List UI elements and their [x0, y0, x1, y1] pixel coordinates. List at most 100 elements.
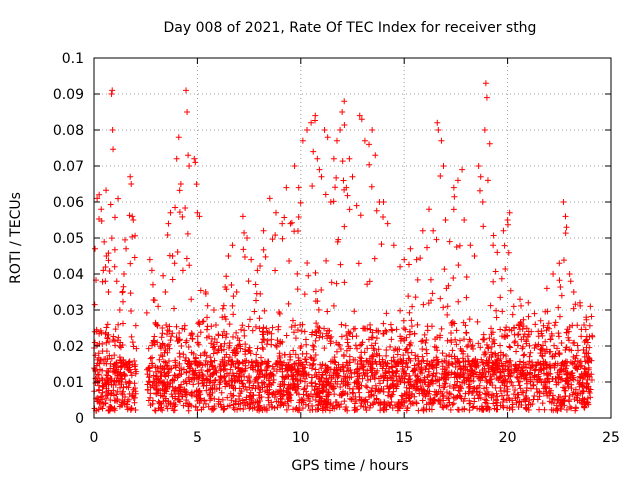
data-point: [584, 399, 591, 406]
data-point: [226, 402, 233, 409]
data-point: [103, 348, 110, 355]
data-point: [573, 352, 580, 359]
data-point: [95, 371, 102, 378]
data-point: [229, 242, 236, 249]
data-point: [299, 363, 306, 370]
data-point: [511, 331, 518, 338]
data-point: [532, 341, 539, 348]
data-point: [578, 333, 585, 340]
data-point: [334, 380, 341, 387]
data-point: [314, 155, 321, 162]
data-point: [433, 369, 440, 376]
data-point: [499, 398, 506, 405]
data-point: [297, 377, 304, 384]
data-point: [241, 253, 248, 260]
data-point: [518, 336, 525, 343]
data-point: [111, 246, 118, 253]
data-point: [436, 376, 443, 383]
data-point: [305, 371, 312, 378]
data-point: [98, 393, 105, 400]
data-point: [154, 339, 161, 346]
data-point: [167, 337, 174, 344]
data-point: [340, 368, 347, 375]
data-point: [190, 350, 197, 357]
data-point: [109, 87, 116, 94]
data-point: [484, 177, 491, 184]
data-point: [489, 366, 496, 373]
data-point: [453, 359, 460, 366]
data-point: [488, 343, 495, 350]
data-point: [555, 330, 562, 337]
data-point: [184, 109, 191, 115]
data-point: [520, 389, 527, 396]
data-point: [572, 386, 579, 393]
data-point: [168, 333, 175, 340]
data-point: [104, 392, 111, 399]
data-point: [168, 391, 175, 398]
data-point: [411, 330, 418, 337]
data-point: [190, 381, 197, 388]
data-point: [574, 342, 581, 349]
data-point: [446, 352, 453, 359]
data-point: [579, 387, 586, 394]
data-point: [497, 294, 504, 301]
data-point: [543, 388, 550, 395]
x-tick-label: 25: [602, 430, 620, 446]
data-point: [443, 389, 450, 396]
data-point: [117, 339, 124, 346]
data-point: [292, 335, 299, 342]
data-point: [327, 199, 334, 205]
data-point: [204, 367, 211, 374]
data-point: [279, 338, 286, 345]
data-point: [519, 343, 526, 350]
data-point: [480, 361, 487, 368]
data-point: [328, 333, 335, 340]
data-point: [464, 374, 471, 381]
data-point: [419, 227, 426, 234]
data-point: [200, 372, 207, 379]
data-point: [181, 389, 188, 396]
data-point: [386, 369, 393, 376]
data-point: [192, 159, 199, 166]
data-point: [462, 390, 469, 397]
data-point: [540, 385, 547, 392]
data-point: [128, 307, 135, 314]
data-point: [422, 366, 429, 373]
data-point: [414, 373, 421, 380]
data-point: [561, 397, 568, 404]
data-point: [449, 347, 456, 354]
data-point: [309, 182, 316, 189]
data-point: [527, 369, 534, 376]
data-point: [161, 379, 168, 386]
data-point: [94, 195, 101, 202]
data-point: [266, 386, 273, 393]
data-point: [542, 384, 549, 391]
data-point: [331, 405, 338, 412]
data-point: [340, 373, 347, 380]
data-point: [493, 307, 500, 314]
data-point: [566, 392, 573, 399]
data-point: [400, 369, 407, 376]
data-point: [335, 373, 342, 380]
data-point: [273, 388, 280, 395]
data-point: [318, 365, 325, 372]
data-point: [477, 173, 484, 180]
data-point: [427, 276, 434, 283]
data-point: [99, 384, 106, 391]
data-point: [403, 389, 410, 396]
data-point: [563, 377, 570, 384]
data-point: [95, 406, 102, 413]
data-point: [270, 376, 277, 383]
data-point: [520, 323, 527, 330]
data-point: [257, 263, 264, 270]
data-point: [579, 400, 586, 407]
data-point: [221, 359, 228, 366]
data-point: [340, 177, 347, 184]
data-point: [381, 401, 388, 408]
data-point: [433, 344, 440, 351]
data-point: [380, 320, 387, 327]
data-point: [161, 349, 168, 356]
data-point: [285, 389, 292, 396]
data-point: [458, 385, 465, 392]
data-point: [110, 387, 117, 394]
